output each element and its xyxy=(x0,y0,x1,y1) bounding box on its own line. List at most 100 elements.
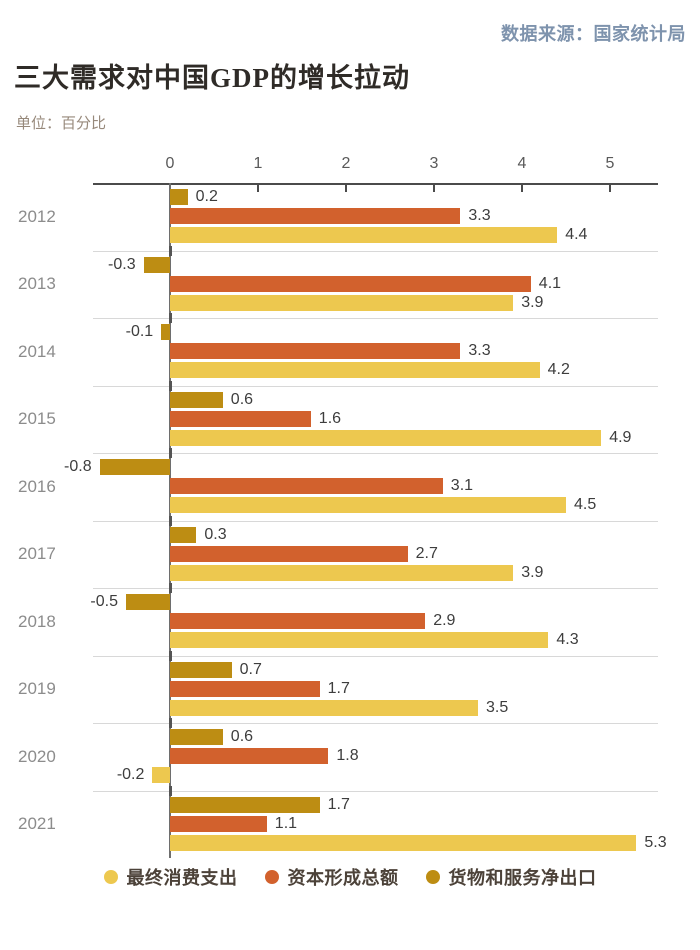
row-separator xyxy=(93,250,658,252)
row-separator xyxy=(93,655,658,657)
bar xyxy=(170,815,267,832)
bar xyxy=(161,324,170,340)
legend: 最终消费支出 资本形成总额 货物和服务净出口 xyxy=(0,864,700,890)
bar-value-label: 4.3 xyxy=(556,631,579,648)
bar xyxy=(170,564,514,581)
bar xyxy=(170,362,540,378)
year-label: 2015 xyxy=(18,409,56,429)
year-label: 2013 xyxy=(18,274,56,294)
legend-swatch-icon xyxy=(264,870,279,884)
year-label: 2018 xyxy=(18,611,56,631)
axis-tick-mark xyxy=(433,185,435,192)
year-label: 2014 xyxy=(18,341,56,361)
legend-item: 最终消费支出 xyxy=(103,864,238,890)
bar xyxy=(170,545,408,562)
row-separator xyxy=(93,790,658,792)
bar xyxy=(170,680,320,697)
year-label: 2016 xyxy=(18,476,56,496)
legend-item: 资本形成总额 xyxy=(264,864,399,890)
zero-line-tick xyxy=(168,245,172,256)
bar-value-label: 1.8 xyxy=(336,747,359,764)
row-separator xyxy=(93,588,658,589)
bar xyxy=(170,796,320,813)
unit-label: 单位：百分比 xyxy=(16,115,107,132)
bar xyxy=(126,594,170,610)
bar xyxy=(152,767,170,783)
year-label: 2020 xyxy=(18,746,56,766)
bar-value-label: 3.3 xyxy=(468,207,491,224)
bar xyxy=(99,459,170,475)
bar xyxy=(170,478,443,494)
year-label: 2012 xyxy=(18,206,56,226)
bar-value-label: 1.7 xyxy=(327,679,350,697)
bar-value-label: 1.6 xyxy=(318,409,342,427)
axis-tick-label: 1 xyxy=(253,155,263,172)
zero-line-tick xyxy=(168,448,172,458)
top-axis-line xyxy=(93,183,658,185)
axis-tick-label: 5 xyxy=(605,155,615,172)
bar-value-label: 1.7 xyxy=(327,795,350,813)
axis-tick-mark xyxy=(521,185,523,192)
bar xyxy=(170,699,478,716)
year-label: 2019 xyxy=(18,679,56,699)
bar xyxy=(170,275,531,292)
bar-value-label: -0.8 xyxy=(64,458,92,475)
row-separator xyxy=(93,723,658,724)
bar xyxy=(170,189,188,205)
row-separator xyxy=(93,453,658,454)
zero-line-tick xyxy=(168,650,172,661)
bar-value-label: -0.3 xyxy=(108,255,136,273)
legend-label: 资本形成总额 xyxy=(287,868,399,888)
axis-tick-label: 2 xyxy=(341,155,351,172)
bar xyxy=(170,661,232,678)
bar-value-label: 0.6 xyxy=(230,728,254,745)
axis-tick-label: 3 xyxy=(429,155,439,172)
row-separator xyxy=(93,385,658,387)
year-label: 2021 xyxy=(18,814,56,834)
zero-line-tick xyxy=(168,380,172,391)
bar-value-label: 0.6 xyxy=(230,390,254,408)
bar-value-label: 4.1 xyxy=(538,274,562,292)
bar xyxy=(170,526,197,543)
bar-value-label: 1.1 xyxy=(274,814,298,832)
bar-value-label: 4.4 xyxy=(565,226,588,243)
legend-label: 货物和服务净出口 xyxy=(448,868,597,888)
bar-value-label: -0.1 xyxy=(125,323,154,340)
bar-value-label: 3.1 xyxy=(450,477,474,494)
bar xyxy=(170,729,223,745)
year-label: 2017 xyxy=(18,544,56,564)
zero-line-tick xyxy=(168,718,172,728)
zero-line-tick xyxy=(168,785,172,796)
bar-value-label: 3.5 xyxy=(486,698,509,716)
bar-value-label: -0.5 xyxy=(90,593,118,610)
bar xyxy=(170,391,223,408)
legend-swatch-icon xyxy=(103,870,118,884)
bar xyxy=(170,343,461,359)
legend-label: 最终消费支出 xyxy=(126,868,238,888)
bar-value-label: 3.3 xyxy=(468,342,491,359)
axis-tick-mark xyxy=(609,185,611,192)
bar-value-label: 3.9 xyxy=(521,293,544,311)
bar-value-label: 4.9 xyxy=(609,428,632,446)
zero-line-tick xyxy=(168,515,172,526)
bar-value-label: 3.9 xyxy=(521,563,544,581)
bar-value-label: 0.2 xyxy=(195,188,218,205)
page-title: 三大需求对中国GDP的增长拉动 xyxy=(14,63,410,93)
bar-value-label: 2.7 xyxy=(415,544,438,562)
bar xyxy=(170,613,426,629)
bar-value-label: 0.7 xyxy=(239,660,262,678)
axis-tick-label: 0 xyxy=(165,155,175,172)
bar-value-label: 4.2 xyxy=(547,361,570,378)
bar xyxy=(170,429,602,446)
zero-line-tick xyxy=(168,313,172,323)
bar xyxy=(170,227,558,243)
data-source-label: 数据来源：国家统计局 xyxy=(501,24,686,44)
legend-item: 货物和服务净出口 xyxy=(425,864,597,890)
bar xyxy=(170,497,566,513)
bar xyxy=(170,294,514,311)
bar xyxy=(170,748,329,764)
bar xyxy=(170,410,311,427)
row-separator xyxy=(93,318,658,319)
bar xyxy=(143,256,170,273)
